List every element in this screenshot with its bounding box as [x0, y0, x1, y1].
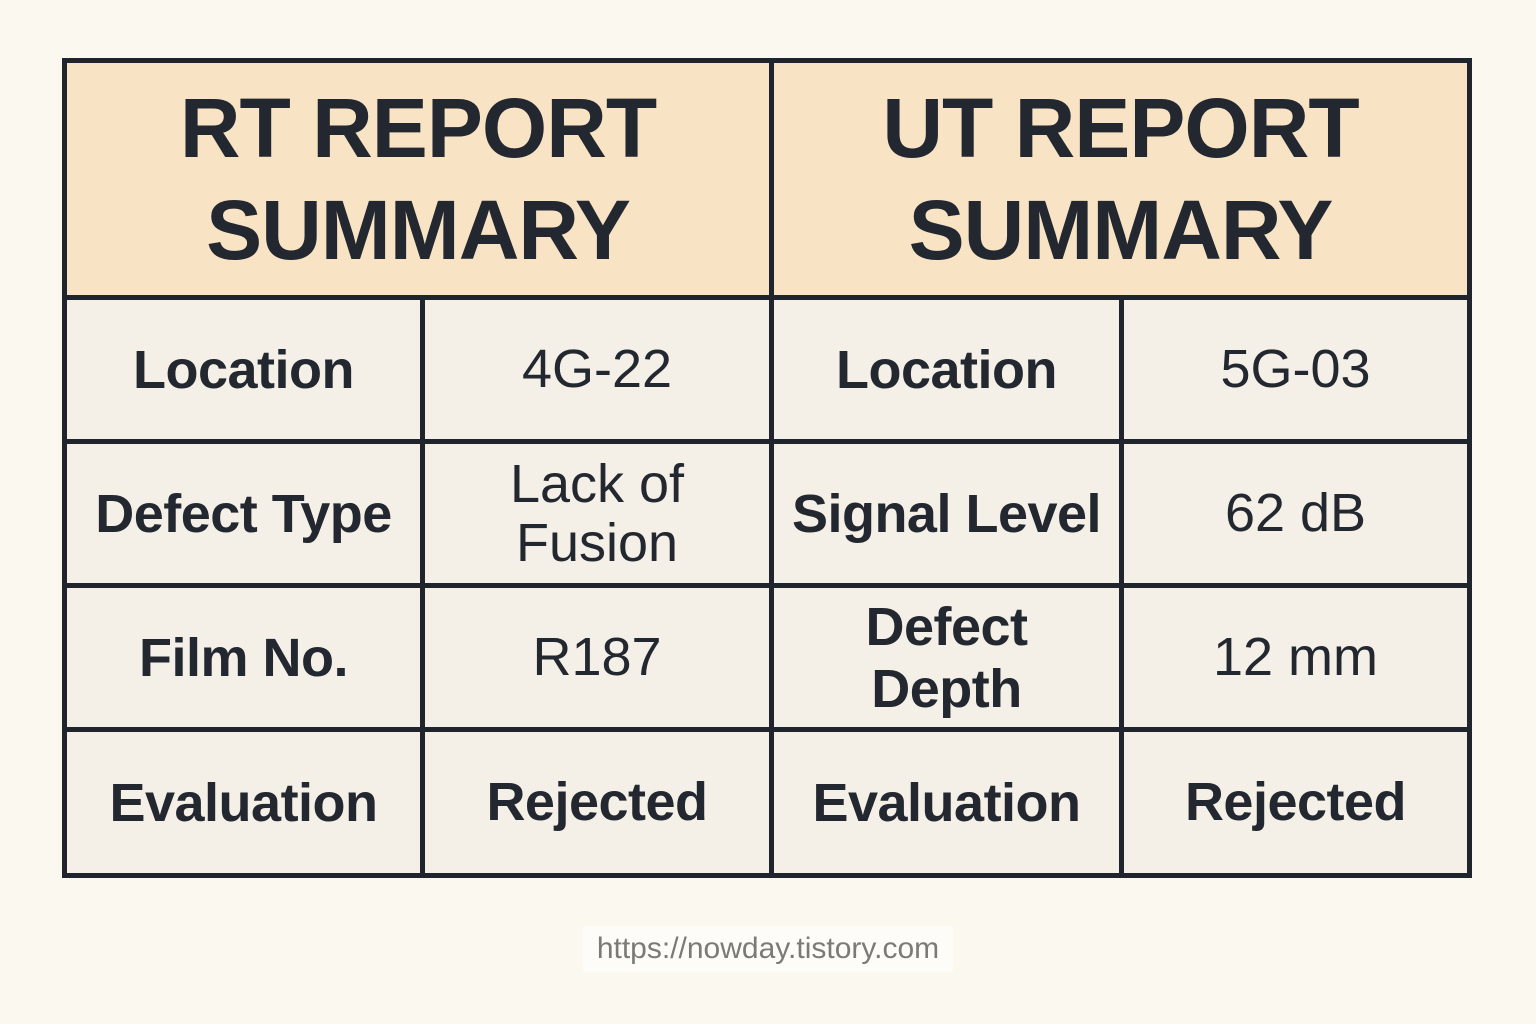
- ut-defect-depth-label: Defect Depth: [774, 588, 1119, 727]
- rt-evaluation-label: Evaluation: [67, 732, 420, 873]
- ut-evaluation-value: Rejected: [1124, 732, 1467, 873]
- ut-signal-level-value: 62 dB: [1124, 444, 1467, 583]
- ut-signal-level-label: Signal Level: [774, 444, 1119, 583]
- rt-location-label: Location: [67, 300, 420, 439]
- rt-report-title: RT REPORT SUMMARY: [67, 63, 769, 295]
- rt-evaluation-value: Rejected: [425, 732, 769, 873]
- rt-film-no-value: R187: [425, 588, 769, 727]
- ut-report-title: UT REPORT SUMMARY: [774, 63, 1467, 295]
- rt-film-no-label: Film No.: [67, 588, 420, 727]
- rt-defect-type-label: Defect Type: [67, 444, 420, 583]
- ut-evaluation-label: Evaluation: [774, 732, 1119, 873]
- ut-location-label: Location: [774, 300, 1119, 439]
- report-summary-table: RT REPORT SUMMARY UT REPORT SUMMARY Loca…: [62, 58, 1472, 878]
- rt-location-value: 4G-22: [425, 300, 769, 439]
- ut-location-value: 5G-03: [1124, 300, 1467, 439]
- ut-defect-depth-value: 12 mm: [1124, 588, 1467, 727]
- rt-defect-type-value: Lack of Fusion: [425, 444, 769, 583]
- watermark-url: https://nowday.tistory.com: [582, 926, 954, 972]
